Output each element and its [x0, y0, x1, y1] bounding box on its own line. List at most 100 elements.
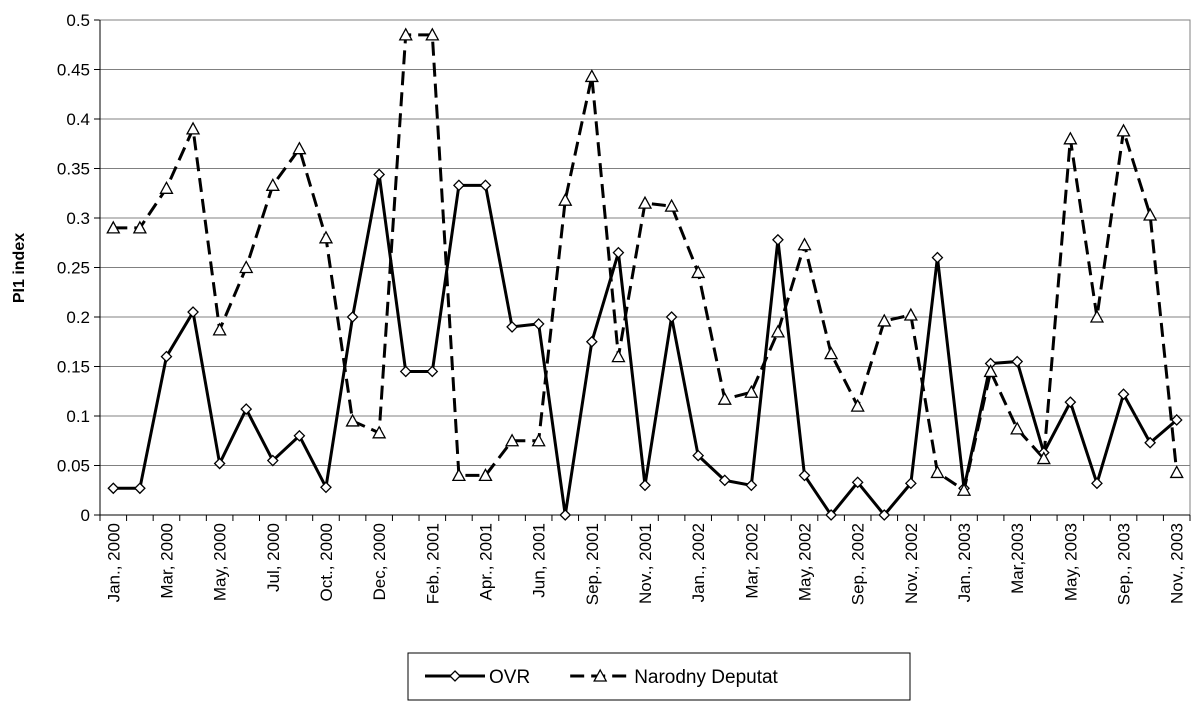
- y-tick-label: 0.45: [57, 61, 90, 80]
- point: [240, 403, 253, 415]
- point: [903, 307, 918, 321]
- x-tick-label: Nov., 2003: [1168, 523, 1187, 604]
- point: [159, 180, 174, 194]
- point: [983, 364, 998, 378]
- x-tick-label: Jan., 2003: [955, 523, 974, 602]
- point: [904, 477, 917, 490]
- point: [717, 391, 732, 405]
- legend-label: OVR: [489, 667, 530, 688]
- point: [692, 449, 705, 462]
- point: [293, 429, 306, 442]
- legend-label: Narodny Deputat: [634, 667, 778, 688]
- point: [346, 311, 359, 323]
- point: [745, 479, 758, 492]
- point: [639, 479, 651, 492]
- x-tick-label: Jul, 2000: [264, 523, 283, 592]
- point: [691, 265, 706, 279]
- point: [877, 313, 892, 327]
- point: [665, 311, 678, 323]
- legend-box: [407, 652, 911, 701]
- point: [504, 433, 520, 447]
- x-tick-label: Nov., 2001: [636, 523, 655, 604]
- legend-marker: [449, 670, 461, 682]
- x-tick-label: Dec, 2000: [370, 523, 389, 601]
- x-tick-label: Mar, 2000: [157, 523, 176, 599]
- point: [372, 425, 387, 439]
- point: [850, 398, 865, 412]
- legend-marker: [593, 668, 608, 682]
- point: [479, 179, 492, 192]
- series-line: [113, 33, 1179, 493]
- point: [611, 349, 626, 363]
- y-tick-label: 0.5: [66, 11, 90, 30]
- point: [1117, 388, 1130, 401]
- point: [664, 198, 679, 212]
- point: [106, 220, 121, 234]
- point: [398, 27, 413, 41]
- x-tick-label: Mar,2003: [1008, 523, 1027, 594]
- point: [425, 27, 440, 41]
- point: [1169, 465, 1184, 479]
- x-tick-label: Oct., 2000: [317, 523, 336, 601]
- x-tick-label: May, 2002: [796, 523, 815, 601]
- point: [770, 324, 786, 338]
- x-tick-label: Jan., 2000: [104, 523, 123, 602]
- point: [772, 233, 784, 246]
- point: [426, 365, 439, 378]
- point: [637, 195, 653, 209]
- point: [1064, 396, 1077, 409]
- y-tick-label: 0: [81, 506, 90, 525]
- point: [1143, 207, 1158, 221]
- x-tick-label: Sep., 2002: [849, 523, 868, 605]
- point: [930, 465, 945, 479]
- point: [1063, 131, 1078, 145]
- x-tick-label: Jan., 2002: [689, 523, 708, 602]
- point: [107, 482, 120, 495]
- x-tick-label: Nov., 2002: [902, 523, 921, 604]
- point: [798, 469, 811, 482]
- y-tick-label: 0.05: [57, 457, 90, 476]
- point: [1091, 477, 1103, 490]
- point: [212, 322, 227, 336]
- x-tick-label: Jun, 2001: [530, 523, 549, 598]
- y-tick-label: 0.2: [66, 308, 90, 327]
- point: [185, 121, 201, 135]
- y-tick-label: 0.4: [66, 110, 90, 129]
- point: [1010, 421, 1025, 435]
- point: [559, 509, 572, 521]
- point: [1144, 436, 1157, 449]
- point: [373, 168, 386, 181]
- point: [132, 220, 147, 234]
- point: [239, 260, 254, 274]
- point: [744, 384, 759, 398]
- point: [318, 230, 334, 244]
- point: [506, 320, 518, 333]
- point: [558, 192, 573, 206]
- point: [878, 509, 891, 521]
- point: [532, 318, 545, 330]
- x-tick-label: Sep., 2003: [1115, 523, 1134, 605]
- y-tick-label: 0.3: [66, 209, 90, 228]
- point: [1089, 309, 1105, 323]
- point: [931, 251, 944, 264]
- point: [1011, 355, 1024, 368]
- point: [797, 237, 812, 251]
- y-tick-label: 0.15: [57, 358, 90, 377]
- point: [718, 474, 731, 487]
- y-axis-label: PI1 index: [11, 233, 28, 303]
- x-tick-label: Feb., 2001: [423, 523, 442, 604]
- point: [612, 246, 625, 259]
- point: [478, 468, 493, 482]
- point: [584, 69, 599, 83]
- x-tick-label: Mar, 2002: [742, 523, 761, 599]
- point: [266, 454, 279, 467]
- point: [133, 482, 146, 495]
- point: [292, 141, 307, 155]
- point: [531, 433, 546, 447]
- point: [399, 365, 412, 378]
- point: [1116, 123, 1131, 137]
- point: [320, 481, 332, 494]
- point: [213, 457, 226, 470]
- point: [585, 335, 598, 348]
